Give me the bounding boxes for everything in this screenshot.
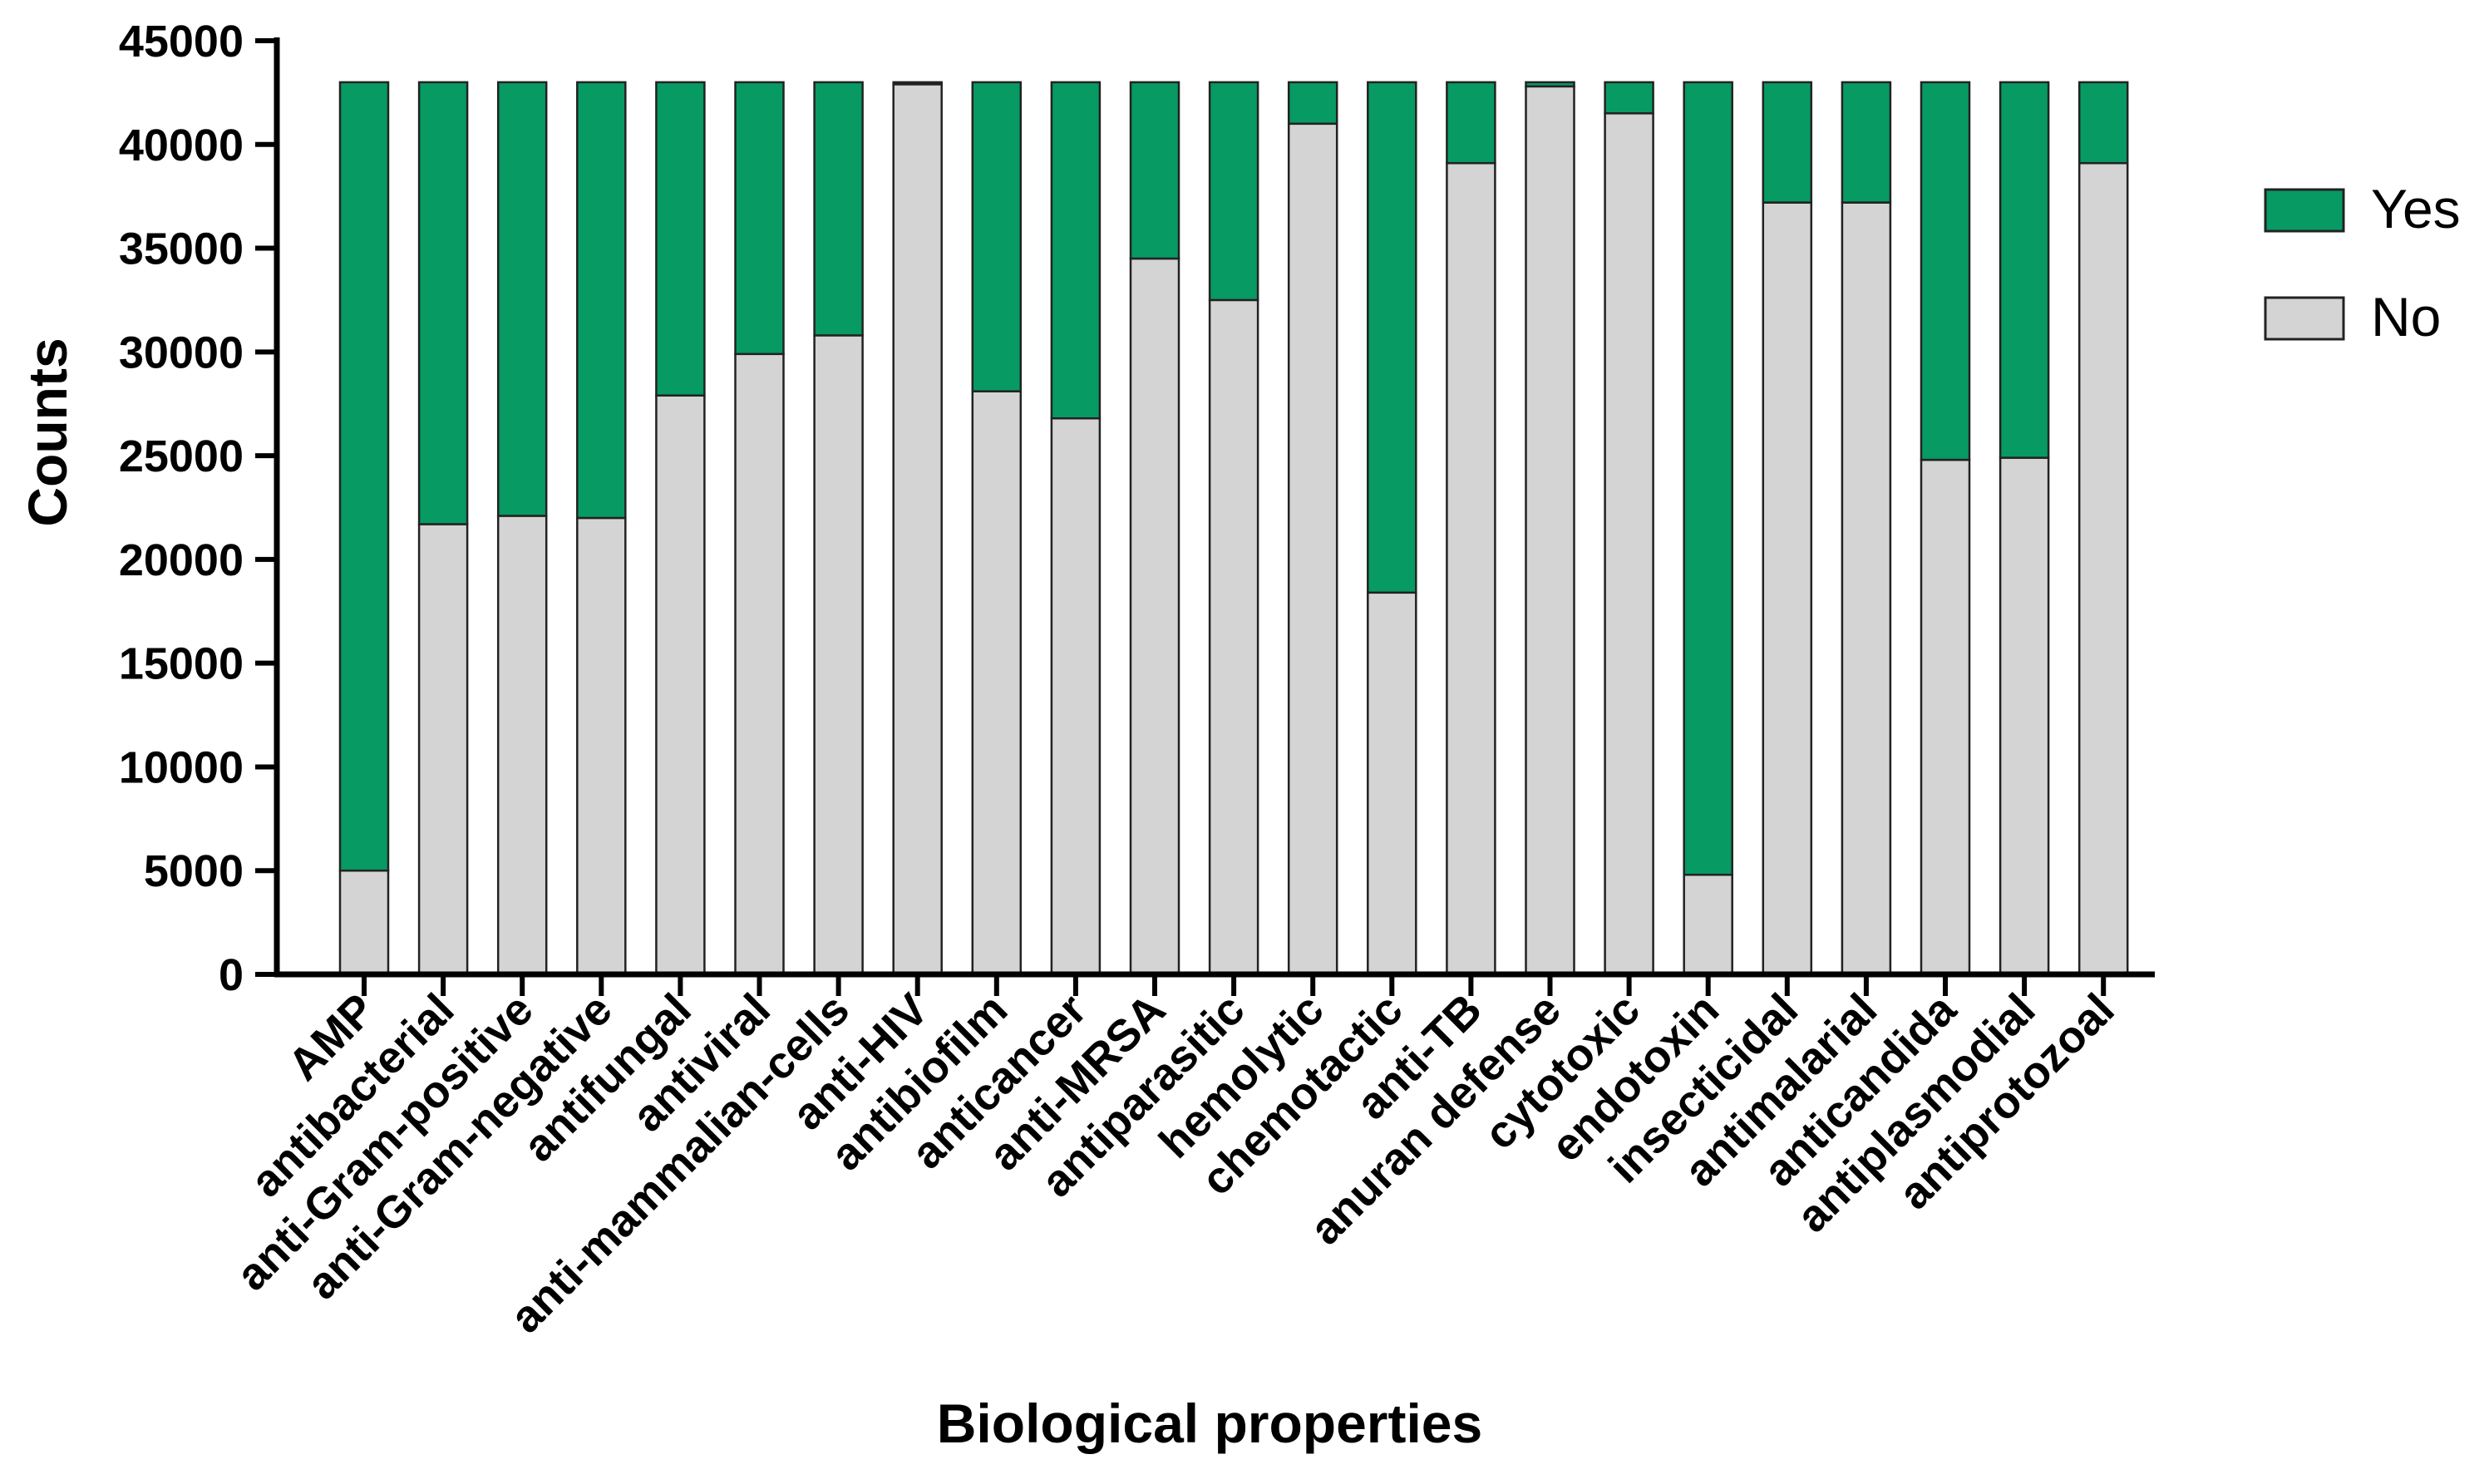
bar-antiparasitic-no [1208, 298, 1259, 976]
bar-antibacterial-no [417, 523, 469, 976]
bar-anti-hiv-no [892, 83, 943, 976]
bar-antifungal-no [655, 394, 706, 976]
bar-anti-gram-positive-no [496, 515, 548, 976]
bar-anticandida-no [1920, 458, 1971, 976]
bar-antiplasmodial-yes [1999, 81, 2050, 459]
y-tick-label-40000: 40000 [119, 121, 244, 170]
bar-antifungal-yes [655, 81, 706, 397]
bar-anti-gram-negative-no [576, 516, 627, 976]
bar-amp-yes [338, 81, 390, 872]
bar-endotoxin-yes [1683, 81, 1733, 876]
bars-group [338, 81, 2129, 976]
y-tick-label-45000: 45000 [119, 17, 244, 67]
y-tick-label-30000: 30000 [119, 328, 244, 377]
bar-chemotactic-yes [1367, 81, 1417, 594]
bar-endotoxin-no [1683, 873, 1733, 976]
bar-anticancer-yes [1050, 81, 1102, 420]
bar-hemolytic-yes [1287, 81, 1338, 126]
bar-antiviral-yes [734, 81, 785, 356]
bar-anti-tb-yes [1446, 81, 1496, 165]
bar-amp-no [338, 869, 390, 976]
x-category-labels: AMPantibacterialanti-Gram-positiveanti-G… [227, 984, 2124, 1342]
bar-anuran-defense-yes [1525, 81, 1575, 88]
legend-label-yes: Yes [2371, 178, 2461, 239]
bar-insecticidal-no [1762, 201, 1813, 976]
y-tick-label-20000: 20000 [119, 535, 244, 585]
bar-anti-mrsa-no [1129, 257, 1180, 976]
axes-group [255, 37, 2155, 996]
y-tick-label-35000: 35000 [119, 224, 244, 274]
legend-swatch-no [2264, 296, 2345, 341]
bar-anticandida-yes [1920, 81, 1971, 461]
bar-anuran-defense-no [1525, 85, 1575, 976]
bar-cytotoxic-yes [1604, 81, 1654, 115]
bar-antiprotozoal-yes [2077, 81, 2129, 165]
bar-antimalarial-yes [1841, 81, 1892, 204]
bar-hemolytic-no [1287, 122, 1338, 976]
y-axis-title: Counts [17, 338, 78, 526]
y-tick-label-10000: 10000 [119, 742, 244, 792]
legend: Yes No [2264, 178, 2461, 348]
bar-chemotactic-no [1367, 591, 1417, 976]
y-tick-label-25000: 25000 [119, 431, 244, 481]
legend-label-no: No [2371, 286, 2441, 348]
bar-antibacterial-yes [417, 81, 469, 525]
bar-antiviral-no [734, 353, 785, 976]
bar-antibiofilm-yes [971, 81, 1023, 392]
y-tick-label-15000: 15000 [119, 639, 244, 689]
bar-anti-hiv-yes [892, 81, 943, 86]
bar-anti-gram-positive-yes [496, 81, 548, 517]
bar-insecticidal-yes [1762, 81, 1813, 204]
y-tick-labels: 0 5000 10000 15000 20000 25000 30000 35000 40000… [119, 17, 244, 1000]
legend-swatch-yes [2264, 188, 2345, 233]
y-tick-label-0: 0 [219, 950, 244, 1000]
x-axis-title: Biological properties [937, 1393, 1482, 1454]
bar-anti-gram-negative-yes [576, 81, 627, 520]
bar-antiprotozoal-no [2077, 161, 2129, 976]
bar-anti-mammalian-cells-yes [813, 81, 864, 337]
bar-antimalarial-no [1841, 201, 1892, 976]
bar-anti-tb-no [1446, 161, 1496, 976]
bar-antibiofilm-no [971, 390, 1023, 976]
bar-cytotoxic-no [1604, 112, 1654, 976]
bar-antiparasitic-yes [1208, 81, 1259, 302]
bar-anticancer-no [1050, 417, 1102, 976]
bar-anti-mammalian-cells-no [813, 334, 864, 976]
y-tick-label-5000: 5000 [144, 846, 244, 896]
bar-antiplasmodial-no [1999, 456, 2050, 976]
bar-anti-mrsa-yes [1129, 81, 1180, 260]
